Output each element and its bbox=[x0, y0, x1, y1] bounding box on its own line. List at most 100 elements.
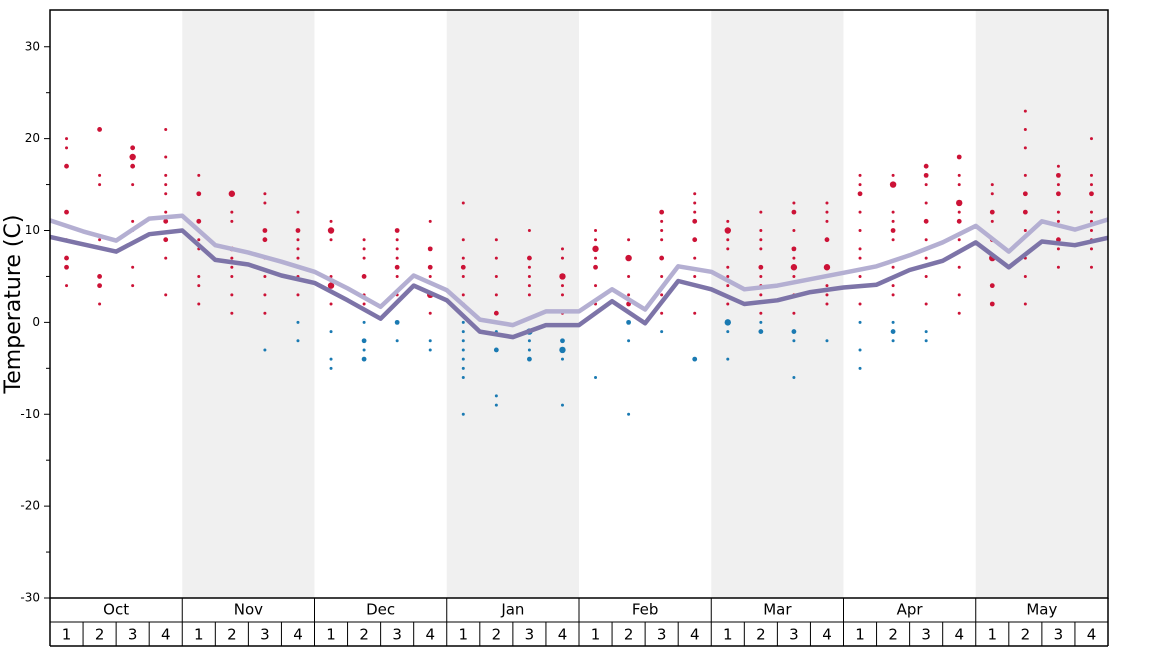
temperature-dot bbox=[428, 311, 432, 315]
month-label: Feb bbox=[632, 601, 659, 619]
temperature-dot bbox=[295, 228, 301, 233]
month-label: Apr bbox=[897, 601, 924, 619]
temperature-dot bbox=[693, 274, 697, 278]
temperature-dot bbox=[1089, 265, 1093, 269]
temperature-dot bbox=[263, 311, 267, 315]
temperature-dot bbox=[792, 376, 796, 379]
week-label: 2 bbox=[95, 626, 105, 644]
temperature-dot bbox=[791, 329, 797, 334]
temperature-dot bbox=[792, 229, 796, 232]
temperature-dot bbox=[460, 264, 466, 270]
temperature-dot bbox=[692, 356, 698, 362]
temperature-dot bbox=[957, 293, 961, 297]
temperature-dot bbox=[494, 256, 498, 260]
week-label: 4 bbox=[161, 626, 171, 644]
temperature-dot bbox=[858, 183, 862, 187]
temperature-dot bbox=[1089, 229, 1093, 232]
temperature-dot bbox=[296, 320, 300, 324]
week-label: 2 bbox=[227, 626, 237, 644]
temperature-dot bbox=[627, 238, 631, 242]
temperature-dot bbox=[957, 173, 961, 177]
temperature-dot bbox=[759, 238, 763, 242]
temperature-dot bbox=[594, 238, 598, 242]
temperature-dot bbox=[759, 247, 763, 251]
temperature-dot bbox=[197, 284, 201, 288]
temperature-dot bbox=[361, 274, 367, 279]
temperature-dot bbox=[1023, 146, 1027, 150]
temperature-dot bbox=[560, 284, 564, 288]
temperature-dot bbox=[164, 210, 168, 214]
temperature-dot bbox=[296, 293, 300, 297]
temperature-dot bbox=[924, 274, 928, 278]
temperature-dot bbox=[163, 218, 169, 224]
week-label: 2 bbox=[1021, 626, 1031, 644]
temperature-dot bbox=[428, 339, 432, 343]
temperature-dot bbox=[825, 293, 829, 297]
week-label: 2 bbox=[492, 626, 502, 644]
temperature-dot bbox=[924, 201, 928, 205]
y-tick-label: 0 bbox=[32, 315, 40, 329]
month-band bbox=[975, 10, 1108, 598]
week-label: 4 bbox=[293, 626, 303, 644]
temperature-dot bbox=[527, 284, 531, 288]
temperature-dot bbox=[759, 293, 763, 297]
temperature-dot bbox=[1023, 173, 1027, 177]
temperature-dot bbox=[758, 264, 764, 270]
temperature-dot bbox=[98, 302, 102, 306]
temperature-dot bbox=[726, 274, 730, 278]
temperature-dot bbox=[131, 219, 135, 223]
temperature-dot bbox=[527, 265, 531, 269]
y-tick-label: -10 bbox=[20, 407, 40, 421]
week-label: 4 bbox=[425, 626, 435, 644]
temperature-dot bbox=[660, 293, 664, 297]
temperature-dot bbox=[1023, 302, 1027, 306]
temperature-dot bbox=[858, 274, 862, 278]
temperature-dot bbox=[329, 366, 333, 370]
temperature-dot bbox=[494, 238, 498, 242]
temperature-dot bbox=[329, 302, 333, 306]
temperature-dot bbox=[858, 173, 862, 177]
temperature-dot bbox=[428, 348, 432, 352]
temperature-dot bbox=[627, 412, 631, 416]
temperature-dot bbox=[924, 256, 928, 260]
temperature-dot bbox=[627, 339, 631, 343]
temperature-dot bbox=[1022, 209, 1028, 215]
temperature-dot bbox=[1023, 109, 1027, 113]
temperature-dot bbox=[428, 274, 432, 278]
temperature-dot bbox=[693, 201, 697, 205]
week-label: 3 bbox=[128, 626, 138, 644]
week-label: 1 bbox=[988, 626, 998, 644]
temperature-dot bbox=[759, 311, 763, 315]
week-label: 4 bbox=[690, 626, 700, 644]
temperature-dot bbox=[592, 245, 599, 253]
temperature-dot bbox=[791, 209, 797, 215]
week-label: 4 bbox=[954, 626, 964, 644]
week-label: 3 bbox=[921, 626, 931, 644]
temperature-dot bbox=[98, 238, 102, 242]
temperature-dot bbox=[361, 338, 367, 344]
temperature-dot bbox=[660, 311, 664, 315]
temperature-dot bbox=[1056, 183, 1060, 187]
temperature-dot bbox=[1089, 173, 1093, 177]
temperature-dot bbox=[825, 201, 829, 205]
temperature-dot bbox=[97, 127, 102, 132]
temperature-dot bbox=[1056, 210, 1060, 214]
temperature-dot bbox=[461, 357, 465, 361]
temperature-dot bbox=[560, 357, 564, 361]
week-label: 1 bbox=[194, 626, 204, 644]
temperature-dot bbox=[726, 357, 730, 361]
temperature-dot bbox=[1089, 191, 1094, 197]
temperature-dot bbox=[924, 330, 928, 334]
temperature-dot bbox=[230, 265, 234, 269]
temperature-dot bbox=[792, 256, 796, 260]
temperature-dot bbox=[130, 163, 136, 169]
temperature-dot bbox=[594, 376, 598, 379]
temperature-dot bbox=[924, 183, 928, 187]
temperature-dot bbox=[825, 302, 829, 306]
temperature-dot bbox=[825, 210, 829, 214]
temperature-dot bbox=[329, 219, 333, 223]
temperature-dot bbox=[394, 228, 400, 233]
temperature-dot bbox=[825, 339, 829, 343]
month-band bbox=[711, 10, 844, 598]
